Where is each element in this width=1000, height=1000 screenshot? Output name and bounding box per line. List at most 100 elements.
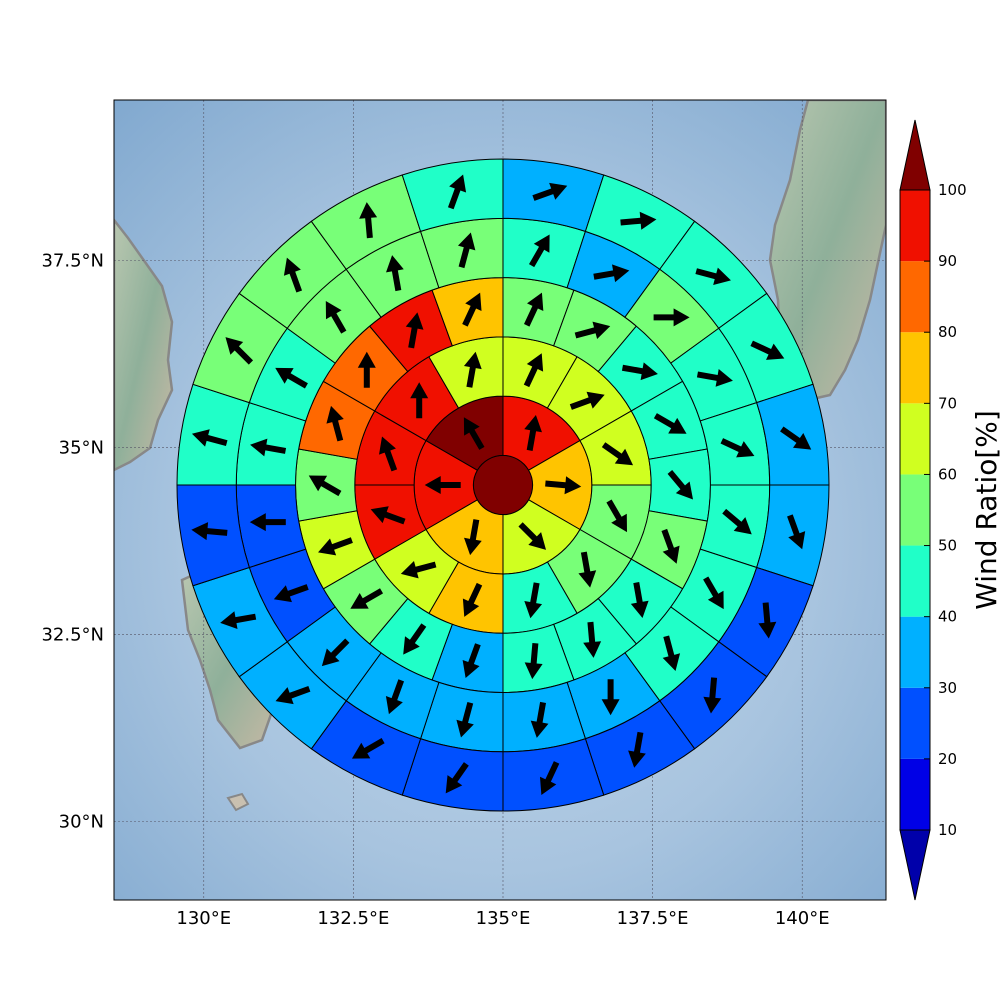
- x-tick-labels: 130°E 132.5°E 135°E 137.5°E 140°E: [176, 908, 829, 929]
- wind-arrow: [720, 438, 755, 458]
- x-tick-label: 135°E: [476, 908, 531, 929]
- colorbar-segment: [900, 403, 930, 475]
- wind-arrow: [630, 582, 649, 619]
- colorbar-tick-label: 20: [938, 750, 957, 768]
- wind-arrow: [457, 232, 476, 269]
- wind-arrow: [787, 514, 806, 550]
- map-frame: [113, 99, 887, 901]
- wind-arrow: [370, 506, 406, 525]
- colorbar-tick-label: 40: [938, 608, 957, 626]
- wind-arrow: [326, 405, 344, 442]
- colorbar-tick-labels: 10 20 30 40 50 60 70 80 90 100: [938, 181, 967, 839]
- wind-arrow: [523, 292, 544, 327]
- wind-arrow: [601, 679, 620, 716]
- wind-arrow: [462, 292, 482, 327]
- wind-arrow: [703, 576, 724, 610]
- colorbar-segment: [900, 616, 930, 688]
- wind-arrow: [321, 638, 350, 667]
- wind-arrow: [357, 351, 376, 388]
- colorbar-tick-label: 30: [938, 679, 957, 697]
- wind-arrow: [539, 761, 560, 796]
- wind-arrow: [578, 551, 597, 588]
- wind-arrow: [386, 255, 404, 292]
- sectors: [176, 158, 830, 812]
- wind-arrow: [620, 211, 657, 230]
- colorbar-tick-label: 100: [938, 181, 967, 199]
- tanegashima-island: [226, 792, 250, 812]
- x-tick-label: 137.5°E: [617, 908, 689, 929]
- colorbar-segment: [900, 261, 930, 333]
- wind-arrows: [191, 174, 812, 796]
- wind-arrow: [462, 582, 483, 617]
- y-tick-label: 32.5°N: [41, 625, 104, 646]
- wind-arrow: [275, 685, 311, 705]
- wind-arrow: [606, 499, 627, 533]
- wind-arrow: [462, 643, 481, 679]
- wind-arrow: [780, 426, 812, 450]
- colorbar: 10 20 30 40 50 60 70 80 90 100 Wind Rati…: [899, 119, 1000, 901]
- wind-arrow: [351, 738, 385, 759]
- colorbar-segment: [900, 758, 930, 830]
- colorbar-segment: [900, 474, 930, 546]
- colorbar-segment: [900, 545, 930, 617]
- wind-arrow: [325, 300, 347, 334]
- wind-arrow: [621, 362, 658, 381]
- wind-arrow: [524, 582, 543, 619]
- colorbar-segment: [900, 687, 930, 759]
- wind-arrow: [695, 267, 731, 285]
- wind-arrow: [574, 321, 611, 340]
- wind-arrow: [445, 762, 469, 794]
- wind-arrow: [463, 351, 482, 388]
- wind-arrow: [191, 429, 228, 447]
- colorbar-tick-label: 50: [938, 537, 957, 555]
- wind-arrow: [359, 202, 378, 239]
- wind-arrow: [283, 257, 303, 293]
- korea-landmass: [114, 217, 174, 472]
- colorbar-tick-label: 70: [938, 394, 957, 412]
- wind-arrow: [530, 701, 549, 738]
- colorbar-segment: [900, 332, 930, 404]
- wind-arrow: [308, 475, 342, 497]
- wind-arrow: [524, 414, 542, 451]
- colorbar-tick-label: 10: [938, 821, 957, 839]
- wind-arrow: [696, 369, 733, 387]
- wind-arrow: [601, 442, 634, 466]
- wind-arrow: [463, 417, 485, 450]
- wind-arrow: [220, 611, 257, 629]
- wind-arrow: [400, 560, 437, 579]
- y-tick-label: 35°N: [59, 438, 104, 459]
- wind-arrow: [653, 413, 687, 434]
- wind-arrow: [273, 584, 309, 603]
- colorbar-label: Wind Ratio[%]: [970, 410, 1000, 610]
- wind-arrow: [758, 602, 777, 639]
- wind-arrow: [456, 702, 474, 738]
- colorbar-outline: [899, 189, 931, 831]
- wind-arrow: [523, 353, 544, 388]
- wind-arrow: [750, 340, 785, 360]
- colorbar-tick-label: 80: [938, 323, 957, 341]
- wind-arrow: [661, 528, 680, 564]
- wind-arrow: [518, 522, 547, 550]
- colorbar-tick-label: 60: [938, 465, 957, 483]
- x-tick-label: 130°E: [176, 908, 231, 929]
- colorbar-tick-label: 90: [938, 252, 957, 270]
- wind-arrow: [569, 391, 605, 410]
- x-tick-label: 132.5°E: [317, 908, 389, 929]
- wind-arrow: [250, 438, 287, 457]
- wind-arrow: [403, 623, 427, 655]
- wind-arrow: [667, 470, 694, 500]
- wind-arrow: [447, 174, 467, 210]
- y-tick-label: 30°N: [59, 811, 104, 832]
- wind-arrow: [191, 522, 228, 541]
- colorbar-extend-min: [899, 829, 931, 901]
- wind-arrow: [529, 234, 550, 268]
- wind-arrow: [532, 182, 568, 201]
- wind-arrow: [545, 476, 582, 495]
- wind-arrow: [385, 679, 405, 715]
- wind-arrow: [593, 264, 630, 283]
- wind-arrow: [628, 731, 646, 768]
- plot-border: [113, 99, 887, 901]
- wind-arrow: [653, 308, 690, 327]
- wind-arrow: [318, 537, 353, 556]
- wind-arrow: [524, 643, 543, 680]
